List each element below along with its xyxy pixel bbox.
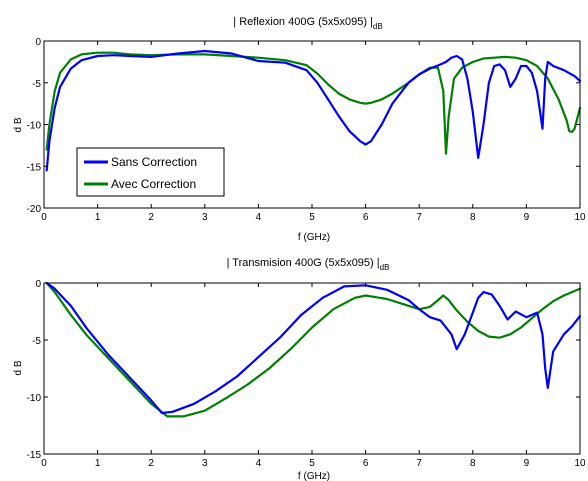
reflexion-x-tick-label: 4	[256, 212, 262, 223]
legend-label-sans-correction: Sans Correction	[111, 155, 197, 169]
reflexion-y-tick-label: -5	[32, 79, 41, 90]
reflexion-x-tick-label: 2	[148, 212, 154, 223]
reflexion-x-tick-label: 7	[416, 212, 422, 223]
transmision-x-tick-label: 4	[256, 458, 262, 469]
transmision-x-tick-label: 9	[524, 458, 530, 469]
transmision-x-tick-label: 1	[95, 458, 101, 469]
reflexion-y-tick-label: -20	[27, 204, 42, 215]
transmision-y-axis-label: d B	[13, 360, 24, 375]
reflexion-x-tick-label: 8	[470, 212, 476, 223]
reflexion-x-tick-label: 5	[309, 212, 315, 223]
transmision-x-tick-label: 10	[574, 458, 586, 469]
transmision-x-tick-label: 2	[148, 458, 154, 469]
reflexion-x-tick-label: 0	[41, 212, 47, 223]
reflexion-series-avec-correction	[45, 51, 582, 155]
transmision-x-tick-label: 8	[470, 458, 476, 469]
transmision-x-tick-label: 5	[309, 458, 315, 469]
transmision-x-axis-label: f (GHz)	[298, 471, 330, 481]
reflexion-title: | Reflexion 400G (5x5x095) |dB	[233, 16, 382, 31]
reflexion-plot-lines	[45, 49, 582, 172]
legend-box	[76, 147, 225, 197]
transmision-series-avec-correction	[45, 281, 582, 418]
reflexion-axes-box	[43, 40, 581, 209]
reflexion-x-tick-label: 9	[524, 212, 530, 223]
legend: Sans Correction Avec Correction	[76, 147, 225, 197]
transmision-plot-lines	[45, 281, 582, 418]
reflexion-x-tick-label: 3	[202, 212, 208, 223]
reflexion-x-tick-label: 10	[574, 212, 586, 223]
transmision-x-tick-label: 3	[202, 458, 208, 469]
legend-label-avec-correction: Avec Correction	[111, 177, 196, 191]
transmision-x-tick-label: 0	[41, 458, 47, 469]
reflexion-subplot: | Reflexion 400G (5x5x095) |dB d B f (GH…	[13, 16, 586, 243]
reflexion-y-tick-label: -15	[27, 162, 42, 173]
transmision-axes-box	[43, 282, 581, 455]
transmision-y-tick-label: 0	[35, 279, 41, 290]
reflexion-x-tick-label: 6	[363, 212, 369, 223]
transmision-series-sans-correction	[45, 281, 582, 415]
transmision-x-tick-label: 7	[416, 458, 422, 469]
reflexion-y-tick-label: -10	[27, 121, 42, 132]
reflexion-y-axis-label: d B	[13, 117, 24, 132]
reflexion-x-axis-label: f (GHz)	[298, 232, 330, 243]
transmision-axis-ticks: 0 1 2 3 4 5 6 7 8 9 10 0 -5 -10 -15	[27, 279, 586, 469]
reflexion-x-tick-label: 1	[95, 212, 101, 223]
transmision-y-tick-label: -10	[27, 393, 42, 404]
transmision-y-tick-label: -15	[27, 450, 42, 461]
reflexion-y-tick-label: 0	[35, 37, 41, 48]
transmision-y-tick-label: -5	[32, 336, 41, 347]
reflexion-axis-ticks: 0 1 2 3 4 5 6 7 8 9 10 0 -5 -10 -15 -20	[27, 37, 586, 223]
transmision-subplot: | Transmision 400G (5x5x095) |dB d B f (…	[13, 257, 586, 481]
transmision-title: | Transmision 400G (5x5x095) |dB	[227, 257, 390, 272]
transmision-x-tick-label: 6	[363, 458, 369, 469]
reflexion-series-sans-correction	[45, 49, 582, 172]
